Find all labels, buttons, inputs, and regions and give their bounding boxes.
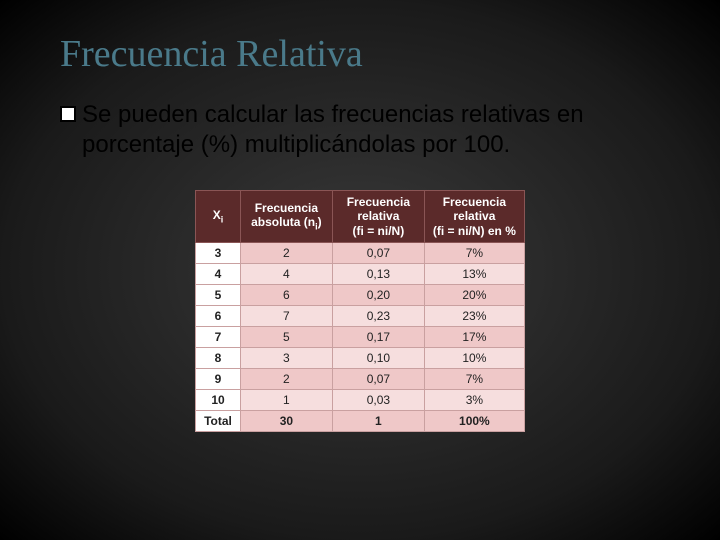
col-header-abs-l1: Frecuencia [255,201,318,215]
col-header-pct-l2: relativa [453,209,495,223]
cell-rel: 0,13 [332,264,424,285]
table-row: 920,077% [196,369,525,390]
table-row: 560,2020% [196,285,525,306]
cell-rel: 0,20 [332,285,424,306]
cell-x: 10 [196,390,241,411]
cell-pct: 20% [424,285,524,306]
cell-x: 8 [196,348,241,369]
cell-abs: 1 [240,390,332,411]
cell-pct: 23% [424,306,524,327]
bullet-square-icon [60,106,76,122]
table-total-row: Total301100% [196,411,525,432]
frequency-table: Xi Frecuencia absoluta (ni) Frecuencia r… [195,190,525,432]
col-header-rel-l2: relativa [357,209,399,223]
col-header-abs: Frecuencia absoluta (ni) [240,191,332,243]
col-header-x: Xi [196,191,241,243]
slide-title: Frecuencia Relativa [60,32,660,76]
col-header-rel-l3: (fi = ni/N) [353,224,405,238]
table-row: 750,1717% [196,327,525,348]
bullet-item: Se pueden calcular las frecuencias relat… [60,100,660,160]
col-header-pct-l3: (fi = ni/N) en % [433,224,516,238]
cell-rel: 0,10 [332,348,424,369]
cell-x: 4 [196,264,241,285]
table-row: 440,1313% [196,264,525,285]
table-row: 320,077% [196,243,525,264]
cell-total-label: Total [196,411,241,432]
cell-rel: 0,17 [332,327,424,348]
table-header-row: Xi Frecuencia absoluta (ni) Frecuencia r… [196,191,525,243]
table-container: Xi Frecuencia absoluta (ni) Frecuencia r… [60,190,660,432]
col-header-abs-l2: absoluta (n [251,215,315,229]
cell-pct: 10% [424,348,524,369]
cell-x: 6 [196,306,241,327]
cell-abs: 2 [240,243,332,264]
col-header-pct: Frecuencia relativa (fi = ni/N) en % [424,191,524,243]
cell-total-rel: 1 [332,411,424,432]
col-header-pct-l1: Frecuencia [443,195,506,209]
cell-x: 3 [196,243,241,264]
cell-abs: 2 [240,369,332,390]
bullet-text: Se pueden calcular las frecuencias relat… [82,100,660,160]
cell-abs: 5 [240,327,332,348]
cell-abs: 6 [240,285,332,306]
table-body: 320,077%440,1313%560,2020%670,2323%750,1… [196,243,525,432]
table-row: 670,2323% [196,306,525,327]
col-header-rel-l1: Frecuencia [347,195,410,209]
cell-rel: 0,07 [332,369,424,390]
cell-abs: 7 [240,306,332,327]
cell-pct: 7% [424,369,524,390]
cell-total-pct: 100% [424,411,524,432]
cell-pct: 17% [424,327,524,348]
cell-x: 5 [196,285,241,306]
cell-rel: 0,07 [332,243,424,264]
cell-abs: 4 [240,264,332,285]
cell-abs: 3 [240,348,332,369]
cell-rel: 0,03 [332,390,424,411]
cell-rel: 0,23 [332,306,424,327]
col-header-rel: Frecuencia relativa (fi = ni/N) [332,191,424,243]
cell-pct: 13% [424,264,524,285]
cell-total-abs: 30 [240,411,332,432]
col-header-abs-l3: ) [318,215,322,229]
table-row: 1010,033% [196,390,525,411]
col-header-x-sub: i [221,214,224,224]
cell-pct: 7% [424,243,524,264]
cell-x: 7 [196,327,241,348]
slide: Frecuencia Relativa Se pueden calcular l… [0,0,720,432]
cell-x: 9 [196,369,241,390]
table-row: 830,1010% [196,348,525,369]
cell-pct: 3% [424,390,524,411]
col-header-x-text: X [213,208,221,222]
